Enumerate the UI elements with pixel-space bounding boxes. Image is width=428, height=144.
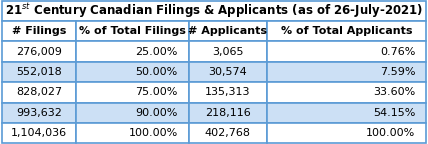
Bar — [267, 82, 426, 103]
Text: 100.00%: 100.00% — [366, 128, 415, 138]
Bar — [267, 103, 426, 123]
Text: 276,009: 276,009 — [16, 47, 62, 57]
Bar — [2, 82, 76, 103]
Text: % of Total Applicants: % of Total Applicants — [281, 26, 412, 36]
Bar — [76, 103, 189, 123]
Text: 402,768: 402,768 — [205, 128, 251, 138]
Bar — [76, 123, 189, 143]
Text: 3,065: 3,065 — [212, 47, 244, 57]
Text: 0.76%: 0.76% — [380, 47, 415, 57]
Text: 54.15%: 54.15% — [373, 108, 415, 118]
Bar — [2, 62, 76, 82]
Text: # Applicants: # Applicants — [188, 26, 267, 36]
Bar — [2, 21, 76, 41]
Bar — [189, 41, 267, 62]
Bar — [189, 62, 267, 82]
Text: 90.00%: 90.00% — [136, 108, 178, 118]
Bar — [189, 123, 267, 143]
Bar — [76, 41, 189, 62]
Text: 828,027: 828,027 — [16, 87, 62, 97]
Bar — [76, 62, 189, 82]
Text: 25.00%: 25.00% — [136, 47, 178, 57]
Bar — [189, 21, 267, 41]
Bar — [189, 82, 267, 103]
Bar — [2, 103, 76, 123]
Text: 30,574: 30,574 — [208, 67, 247, 77]
Bar — [189, 103, 267, 123]
Text: 100.00%: 100.00% — [129, 128, 178, 138]
Bar — [2, 41, 76, 62]
Text: 1,104,036: 1,104,036 — [11, 128, 67, 138]
Text: 7.59%: 7.59% — [380, 67, 415, 77]
Text: 75.00%: 75.00% — [136, 87, 178, 97]
Text: 993,632: 993,632 — [16, 108, 62, 118]
Bar — [267, 21, 426, 41]
Text: 21$^{st}$ Century Canadian Filings & Applicants (as of 26-July-2021): 21$^{st}$ Century Canadian Filings & App… — [5, 2, 423, 20]
Bar — [76, 21, 189, 41]
Bar — [2, 1, 426, 21]
Bar — [267, 41, 426, 62]
Bar — [76, 82, 189, 103]
Bar — [267, 62, 426, 82]
Bar — [2, 123, 76, 143]
Text: 552,018: 552,018 — [16, 67, 62, 77]
Text: # Filings: # Filings — [12, 26, 66, 36]
Text: 50.00%: 50.00% — [136, 67, 178, 77]
Text: 135,313: 135,313 — [205, 87, 250, 97]
Text: 33.60%: 33.60% — [373, 87, 415, 97]
Text: 218,116: 218,116 — [205, 108, 251, 118]
Text: % of Total Filings: % of Total Filings — [79, 26, 186, 36]
Bar — [267, 123, 426, 143]
